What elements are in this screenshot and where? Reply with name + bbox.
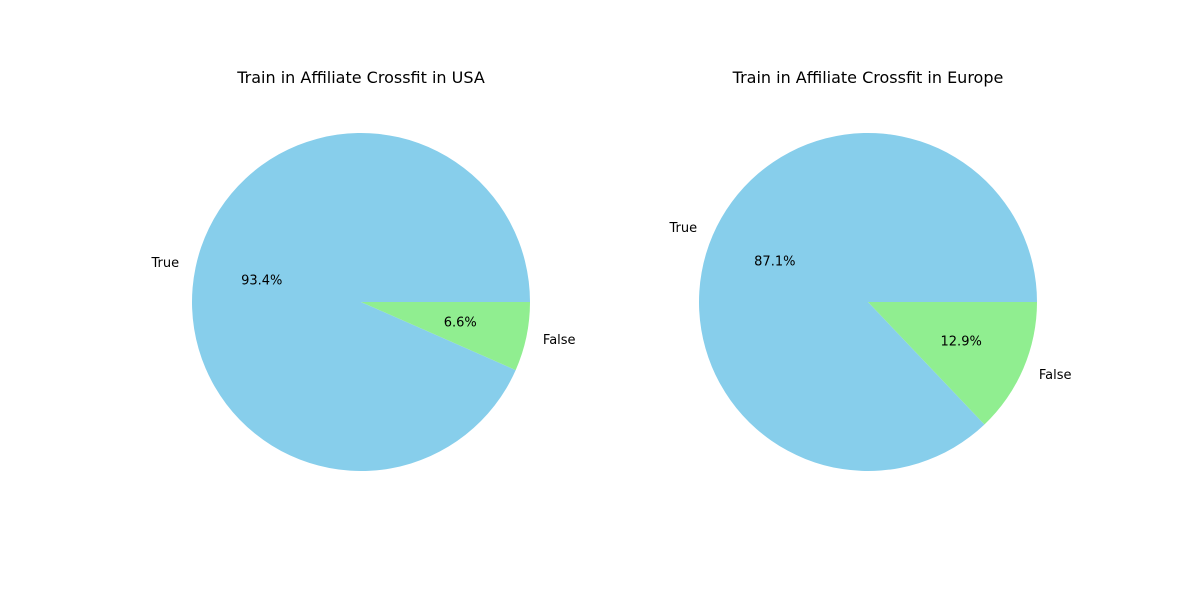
pct-label-usa-true: 93.4% [241, 274, 282, 289]
pie-chart-usa: True 93.4% False 6.6% Train in Affiliate Cro… [150, 68, 576, 472]
pct-label-europe-false: 12.9% [941, 334, 982, 349]
slice-label-usa-true: True [150, 256, 179, 271]
chart-title-europe: Train in Affiliate Crossfit in Europe [732, 68, 1004, 87]
slice-label-europe-true: True [669, 221, 698, 236]
pct-label-europe-true: 87.1% [754, 255, 795, 270]
pie-chart-europe: True 87.1% False 12.9% Train in Affiliate Cr… [669, 68, 1072, 471]
pct-label-usa-false: 6.6% [444, 315, 477, 330]
slice-label-usa-false: False [543, 333, 576, 348]
pie-slice-europe-false [868, 302, 1037, 425]
pie-slice-usa-false [361, 302, 530, 371]
chart-title-usa: Train in Affiliate Crossfit in USA [236, 68, 485, 87]
pie-slice-europe-true [699, 132, 1038, 471]
slice-label-europe-false: False [1039, 368, 1072, 383]
pie-slice-usa-true [192, 133, 531, 472]
